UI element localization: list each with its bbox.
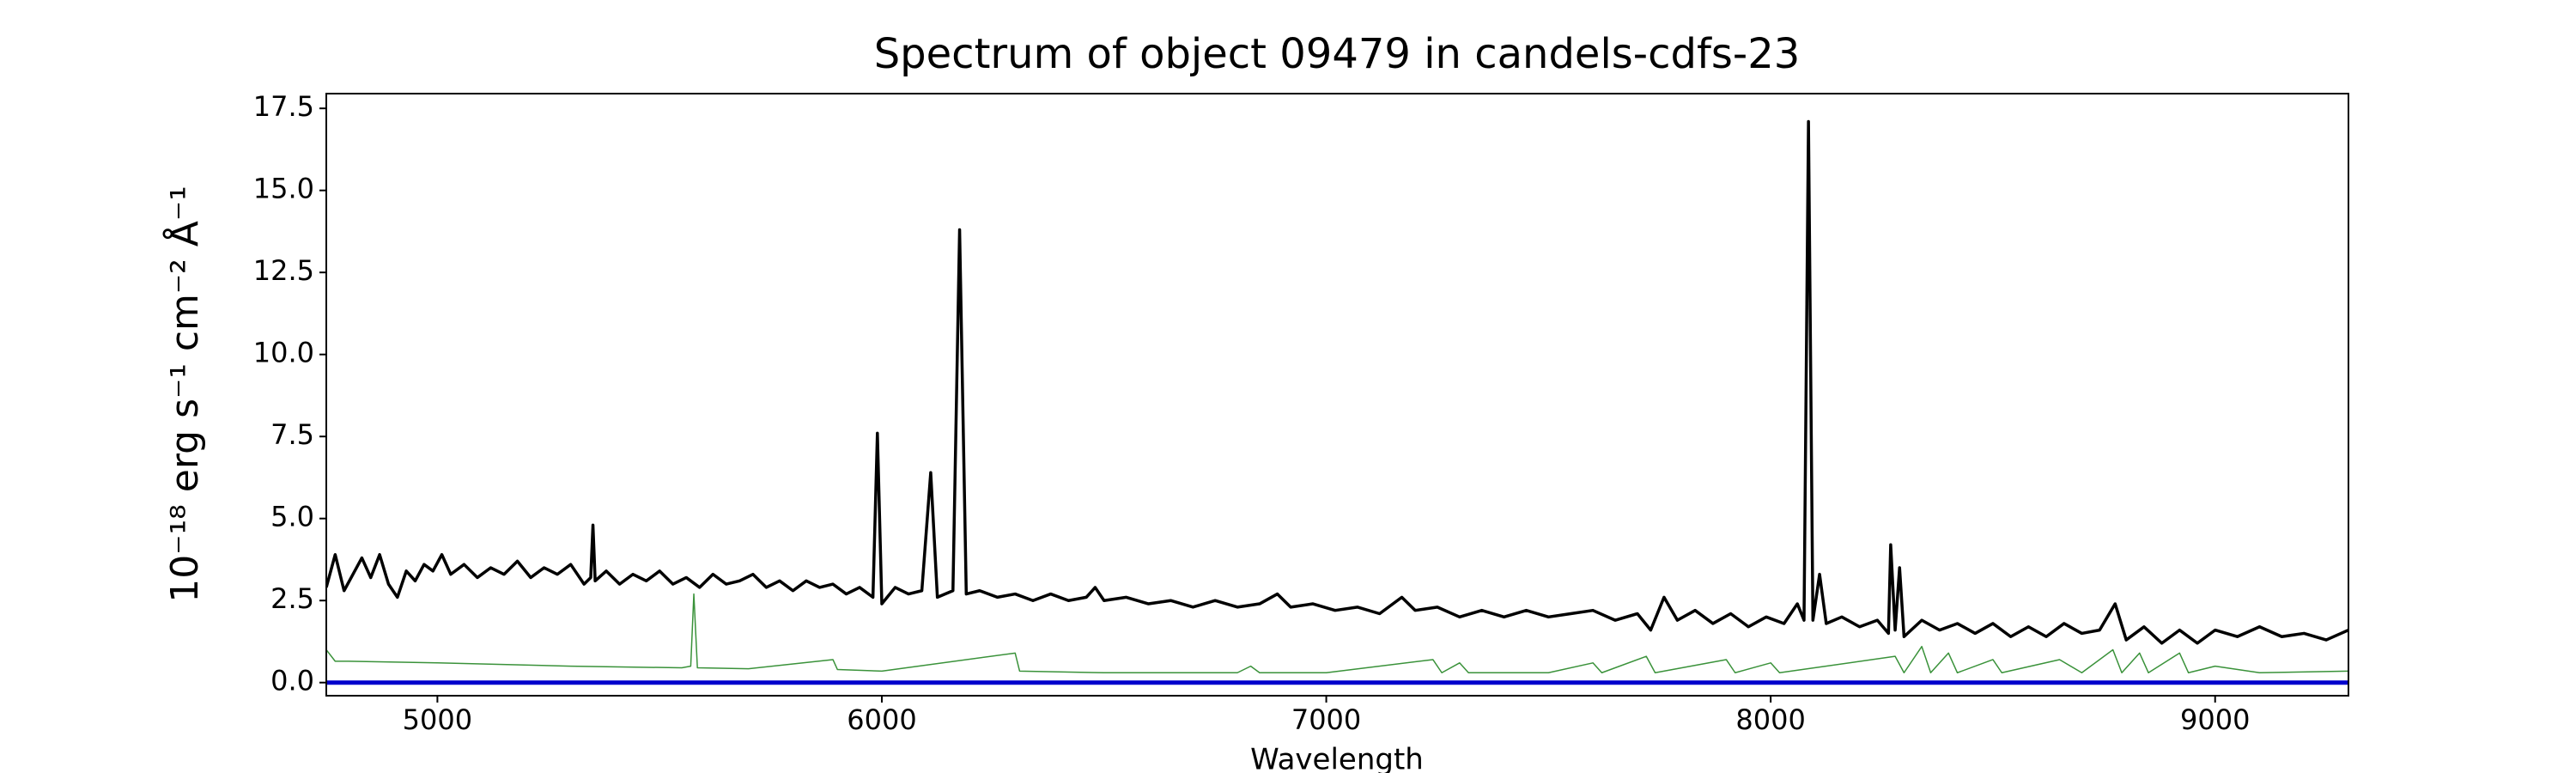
y-tick-label: 12.5	[253, 254, 314, 287]
y-tick-label: 10.0	[253, 337, 314, 369]
x-tick-label: 7000	[1291, 703, 1361, 736]
chart-title: Spectrum of object 09479 in candels-cdfs…	[874, 30, 1801, 78]
y-tick-label: 17.5	[253, 90, 314, 123]
spectrum-line	[326, 119, 2348, 645]
y-axis-label: 10⁻¹⁸ erg s⁻¹ cm⁻² Å⁻¹	[161, 186, 207, 602]
x-tick-label: 6000	[847, 703, 916, 736]
x-tick-label: 9000	[2180, 703, 2250, 736]
x-tick-label: 5000	[403, 703, 472, 736]
y-tick-label: 0.0	[270, 665, 314, 697]
x-axis-label: Wavelength	[1250, 743, 1424, 773]
y-tick-label: 7.5	[270, 418, 314, 451]
y-tick-label: 2.5	[270, 582, 314, 615]
y-tick-label: 5.0	[270, 501, 314, 533]
plot-frame	[325, 93, 2349, 697]
x-tick-label: 8000	[1735, 703, 1805, 736]
spectrum-line	[326, 593, 2348, 674]
y-tick-label: 15.0	[253, 173, 314, 205]
